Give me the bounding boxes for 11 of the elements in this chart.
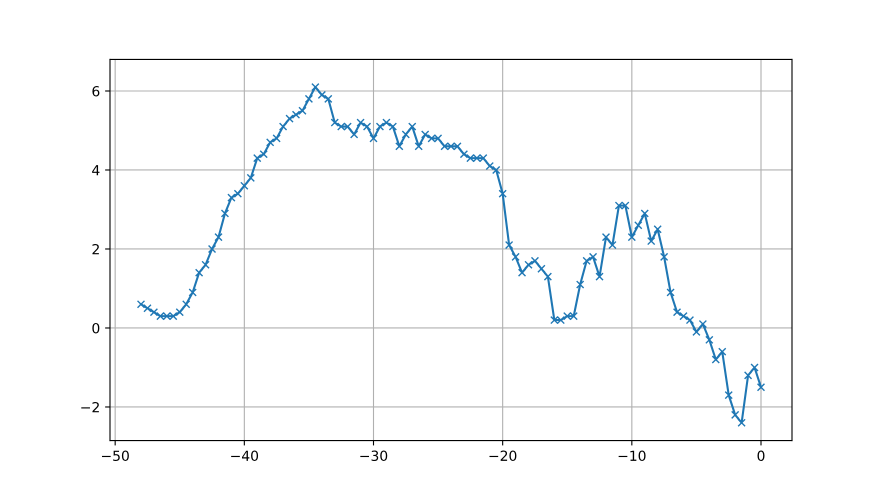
x-tick-label: −20: [489, 450, 516, 462]
y-tick-label: −2: [81, 402, 99, 412]
y-tick-label: 2: [92, 244, 99, 254]
y-tick-label: 0: [92, 322, 100, 334]
x-tick-label: −40: [231, 450, 258, 462]
x-tick-label: −10: [618, 450, 646, 462]
y-tick-label: 4: [92, 165, 100, 176]
x-tick-label: −50: [102, 450, 129, 462]
x-tick-label: 0: [757, 450, 764, 462]
y-tick-label: 6: [92, 86, 100, 96]
x-tick-label: −30: [360, 450, 388, 462]
